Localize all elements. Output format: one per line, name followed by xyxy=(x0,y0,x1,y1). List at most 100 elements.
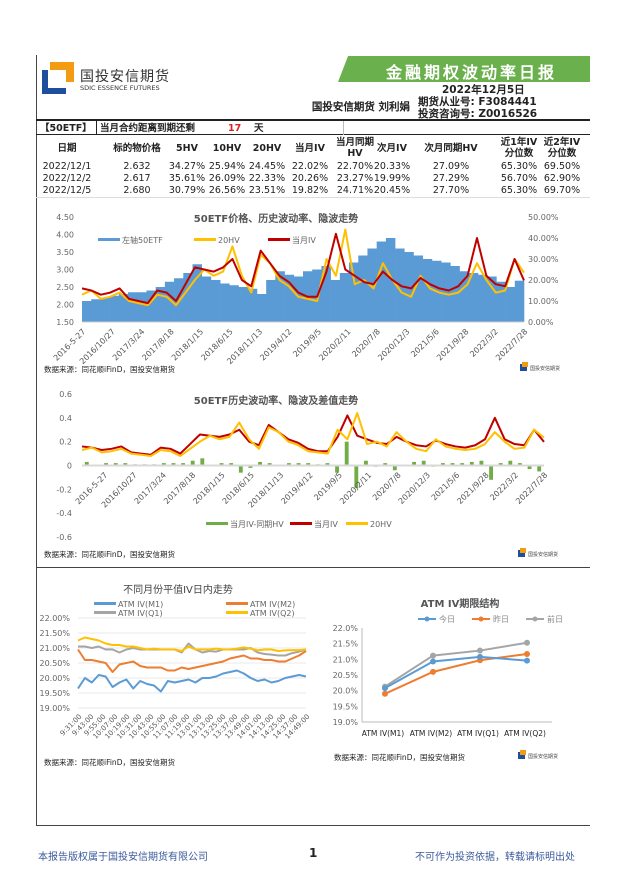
spread-bar xyxy=(84,461,89,466)
y-tick: 19.00% xyxy=(39,704,70,713)
data-source: 数据来源：同花顺iFinD，国投安信期货 xyxy=(44,757,175,767)
spread-bar xyxy=(190,460,195,466)
y-right-tick: 10.00% xyxy=(528,297,559,306)
etf-price-bar xyxy=(385,238,396,322)
table-cell: 22.02% xyxy=(291,161,329,172)
spread-bar xyxy=(123,463,128,466)
data-point xyxy=(477,647,483,654)
legend-hv20-swatch xyxy=(346,522,368,525)
spread-bar xyxy=(287,463,291,466)
report-date: 2022年12月5日 xyxy=(442,84,525,96)
series-line xyxy=(384,653,528,695)
etf-price-bar xyxy=(118,294,129,322)
days-label: 当月合约距离到期还剩 xyxy=(100,123,196,134)
data-source: 数据来源：同花顺iFinD，国投安信期货 xyxy=(334,752,465,762)
hv20-line xyxy=(81,412,545,457)
spread-bar xyxy=(267,463,272,466)
spread-bar xyxy=(498,463,503,466)
license-2: 投资咨询号: Z0016526 xyxy=(418,108,538,120)
etf-price-bar xyxy=(91,299,101,322)
table-cell: 56.70% xyxy=(500,173,538,184)
y-tick: -0.6 xyxy=(56,533,72,542)
spread-bar xyxy=(335,465,339,473)
etf-price-bar xyxy=(210,280,221,322)
table-cell: 62.90% xyxy=(543,173,581,184)
column-header: 标的物价格 xyxy=(113,143,161,154)
x-category: ATM IV(Q1) xyxy=(457,729,499,738)
legend-hv20: 20HV xyxy=(218,236,240,245)
table-cell: 65.30% xyxy=(500,161,538,172)
etf-price-bar xyxy=(321,266,331,322)
column-header: 次月IV xyxy=(377,143,407,154)
spread-bar xyxy=(421,460,426,466)
x-tick: 2022/7/28 xyxy=(514,471,549,506)
y-tick: 21.5% xyxy=(333,640,359,649)
y-tick: 22.00% xyxy=(39,614,70,623)
etf-price-bar xyxy=(164,281,175,322)
y-tick: 20.5% xyxy=(333,671,359,680)
legend-spread: 当月IV-同期HV xyxy=(230,519,284,529)
footer-copyright: 本报告版权属于国投安信期货有限公司 xyxy=(38,852,208,863)
spread-bar xyxy=(248,465,253,468)
x-category: ATM IV(M1) xyxy=(362,729,404,738)
data-point xyxy=(382,685,388,692)
spread-bar xyxy=(412,461,416,466)
chart-title: 50ETF价格、历史波动率、隐波走势 xyxy=(194,212,358,225)
y-tick: 0.2 xyxy=(59,438,72,447)
etf-price-bar xyxy=(266,280,276,322)
x-tick: 2021/9/28 xyxy=(455,471,490,506)
table-cell: 27.70% xyxy=(432,185,470,196)
etf-price-bar xyxy=(422,259,433,322)
etf-price-bar xyxy=(201,276,212,322)
column-header: 20HV xyxy=(252,143,282,154)
table-cell: 25.94% xyxy=(208,161,246,172)
data-point xyxy=(524,639,530,646)
days-unit: 天 xyxy=(254,123,264,134)
table-cell: 2022/12/2 xyxy=(42,173,92,184)
legend-m2-swatch xyxy=(226,602,248,605)
spread-bar xyxy=(258,461,262,466)
header-rule xyxy=(36,119,590,121)
logo-icon-accent xyxy=(520,750,526,755)
x-tick: 2022/7/28 xyxy=(494,327,529,362)
y-left-tick: 3.00 xyxy=(56,266,74,275)
column-header: 日期 xyxy=(57,143,77,154)
y-tick: 20.00% xyxy=(39,674,70,683)
data-point xyxy=(524,651,530,658)
table-cell: 23.51% xyxy=(248,185,286,196)
legend-q2-swatch xyxy=(226,611,248,614)
column-header: 当月IV xyxy=(295,143,325,154)
x-category: ATM IV(M2) xyxy=(410,729,452,738)
data-point xyxy=(430,658,436,665)
legend-marker xyxy=(478,616,484,622)
y-tick: 21.00% xyxy=(39,644,70,653)
etf-price-bar xyxy=(487,276,497,322)
legend-q1-swatch xyxy=(94,611,116,614)
spread-bar xyxy=(238,465,243,473)
spread-bar xyxy=(296,463,301,466)
table-cell: 69.50% xyxy=(543,161,581,172)
y-left-tick: 4.50 xyxy=(56,213,74,222)
y-tick: 20.0% xyxy=(333,687,359,696)
legend-label: 前日 xyxy=(547,614,563,624)
table-cell: 23.27% xyxy=(336,173,374,184)
series-line-2 xyxy=(78,642,307,657)
etf-price-bar xyxy=(137,292,147,322)
footer-disclaimer: 不可作为投资依据，转载请标明出处 xyxy=(415,852,575,863)
etf-price-bar xyxy=(256,294,267,322)
table-cell: 24.45% xyxy=(248,161,286,172)
etf-price-bar xyxy=(284,274,295,322)
y-tick: 22.0% xyxy=(333,624,359,633)
table-cell: 2.632 xyxy=(123,161,151,172)
table-cell: 30.79% xyxy=(168,185,206,196)
days-remaining: 17 xyxy=(228,123,242,134)
etf-price-bar xyxy=(330,280,341,322)
spread-bar xyxy=(450,463,455,466)
y-tick: 21.50% xyxy=(39,629,70,638)
underlying-label: 【50ETF】 xyxy=(40,123,92,134)
report-title: 金融期权波动率日报 xyxy=(386,63,558,82)
series-line-0 xyxy=(77,669,307,693)
series-line-3 xyxy=(77,636,307,652)
table-cell: 20.33% xyxy=(373,161,411,172)
table-cell: 20.45% xyxy=(373,185,411,196)
